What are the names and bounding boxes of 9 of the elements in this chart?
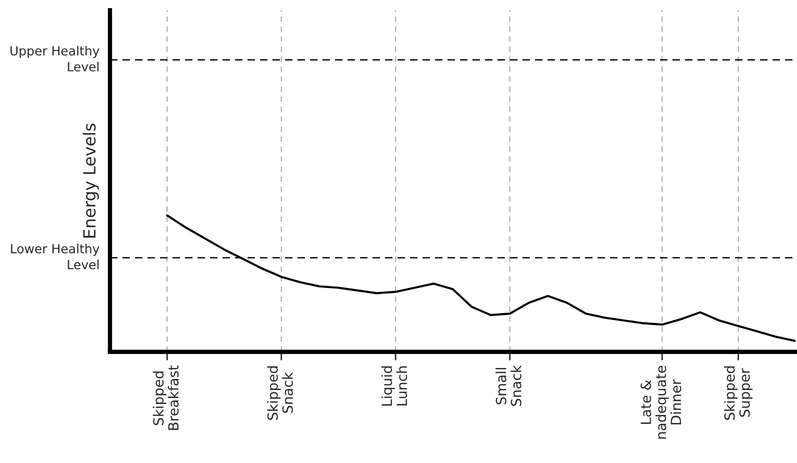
ref-line-label: Lower Healthy Level <box>11 244 100 270</box>
x-tick-label: Late & nadequate Dinner <box>640 366 682 439</box>
y-axis-title: Energy Levels <box>82 124 99 238</box>
x-tick-label: Liquid Lunch <box>381 366 408 406</box>
x-tick-label: Skipped Snack <box>267 366 293 420</box>
ref-line-label: Upper Healthy Level <box>10 46 100 72</box>
x-tick-label: Skipped Breakfast <box>152 365 179 430</box>
x-tick-label: Skipped Supper <box>724 366 753 420</box>
x-tick-label: Small Snack <box>496 365 522 406</box>
